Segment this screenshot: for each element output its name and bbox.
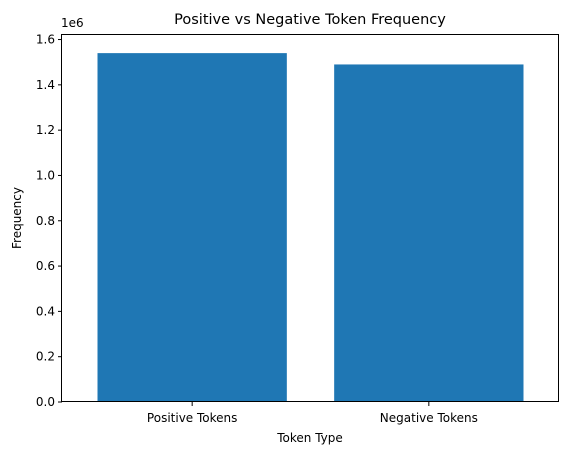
bars-group — [97, 53, 524, 403]
y-tick-label: 0.0 — [36, 395, 55, 409]
y-tick-label: 1.6 — [36, 33, 55, 47]
y-offset-label: 1e6 — [61, 16, 84, 30]
bar-positive-tokens — [97, 53, 287, 403]
y-axis-label: Frequency — [10, 187, 24, 249]
plot-frame — [61, 34, 559, 402]
chart-title: Positive vs Negative Token Frequency — [174, 12, 446, 28]
y-tick-label: 1.4 — [36, 78, 55, 92]
y-tick-label: 0.4 — [36, 304, 55, 318]
y-axis: 0.0 0.2 0.4 0.6 0.8 1.0 1.2 1.4 1.6 — [36, 33, 62, 409]
x-tick-label: Positive Tokens — [147, 411, 237, 425]
x-axis-label: Token Type — [276, 431, 343, 445]
x-tick-label: Negative Tokens — [380, 411, 478, 425]
x-axis: Positive Tokens Negative Tokens — [147, 402, 478, 425]
y-tick-label: 0.2 — [36, 350, 55, 364]
y-tick-label: 1.0 — [36, 168, 55, 182]
y-tick-label: 1.2 — [36, 123, 55, 137]
y-tick-label: 0.6 — [36, 259, 55, 273]
y-tick-label: 0.8 — [36, 214, 55, 228]
bar-negative-tokens — [334, 64, 524, 402]
